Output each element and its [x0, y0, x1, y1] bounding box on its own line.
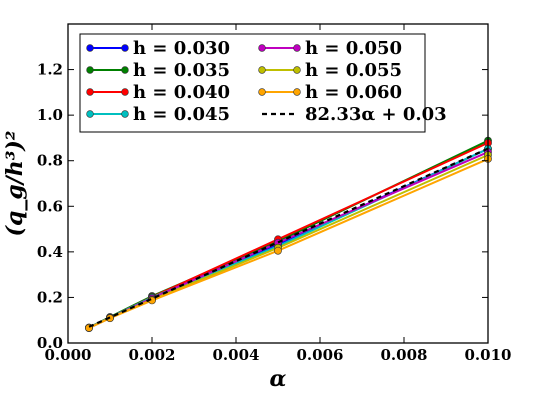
legend-marker	[293, 44, 301, 52]
plot-frame	[67, 23, 489, 344]
legend-marker	[121, 44, 129, 52]
legend-marker	[258, 66, 266, 74]
plot-area	[85, 136, 492, 332]
x-tick-label: 0.000	[45, 346, 92, 364]
legend-box	[79, 33, 426, 133]
legend-marker	[121, 66, 129, 74]
fit-line	[88, 147, 489, 328]
legend-marker	[258, 88, 266, 96]
y-tick-label: 0.2	[37, 288, 63, 306]
y-tick-label: 1.0	[37, 106, 63, 124]
legend-marker	[293, 88, 301, 96]
x-tick-label: 0.002	[129, 346, 176, 364]
y-tick-label: 0.0	[37, 334, 63, 352]
x-axis-label: α	[270, 366, 287, 392]
legend-marker	[258, 44, 266, 52]
legend-label: h = 0.060	[305, 82, 402, 103]
axes: 0.000 0.002 0.004 0.006 0.008 0.010 0.0 0.2 0.4 0…	[2, 23, 512, 392]
legend-marker	[86, 66, 94, 74]
legend-marker	[293, 66, 301, 74]
data-point	[274, 246, 282, 255]
legend-label: h = 0.035	[133, 60, 230, 81]
y-tick-label: 0.4	[37, 243, 63, 261]
legend-label: h = 0.050	[305, 38, 402, 59]
y-tick-label: 0.8	[37, 152, 63, 170]
legend-marker	[121, 88, 129, 96]
x-tick-label: 0.004	[213, 346, 260, 364]
legend-label: 82.33α + 0.03	[305, 104, 447, 125]
legend-marker	[121, 110, 129, 118]
y-axis-label: (q_g/h³)²	[2, 131, 28, 237]
y-tick-label: 1.2	[37, 61, 63, 79]
legend-label: h = 0.040	[133, 82, 230, 103]
legend-marker	[86, 44, 94, 52]
x-tick-label: 0.008	[381, 346, 428, 364]
legend-label: h = 0.030	[133, 38, 230, 59]
legend-marker	[86, 110, 94, 118]
x-tick-label: 0.006	[297, 346, 344, 364]
x-tick-label: 0.010	[465, 346, 512, 364]
legend-marker	[86, 88, 94, 96]
legend-label: h = 0.045	[133, 104, 230, 125]
y-tick-label: 0.6	[37, 197, 63, 215]
legend-label: h = 0.055	[305, 60, 402, 81]
